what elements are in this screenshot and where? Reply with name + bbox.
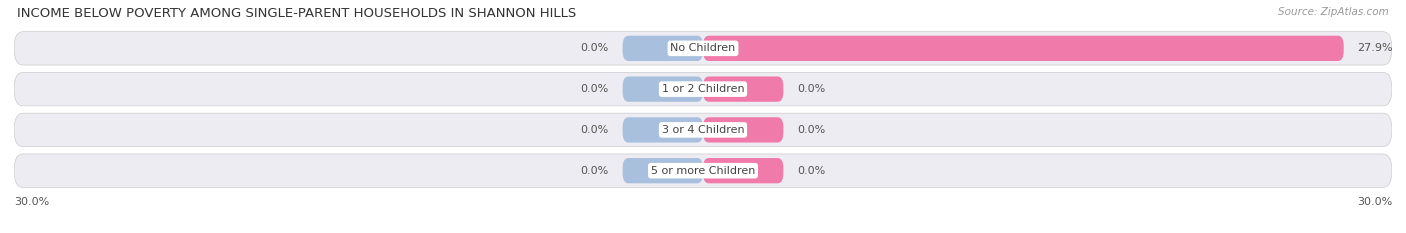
Text: 0.0%: 0.0% xyxy=(797,125,825,135)
FancyBboxPatch shape xyxy=(14,32,1392,65)
Text: 30.0%: 30.0% xyxy=(14,197,49,207)
FancyBboxPatch shape xyxy=(703,76,783,102)
Text: 0.0%: 0.0% xyxy=(581,43,609,53)
FancyBboxPatch shape xyxy=(14,113,1392,147)
FancyBboxPatch shape xyxy=(14,72,1392,106)
Text: 0.0%: 0.0% xyxy=(581,84,609,94)
FancyBboxPatch shape xyxy=(623,36,703,61)
Text: 0.0%: 0.0% xyxy=(797,84,825,94)
FancyBboxPatch shape xyxy=(623,76,703,102)
Text: 0.0%: 0.0% xyxy=(581,125,609,135)
Text: 27.9%: 27.9% xyxy=(1358,43,1393,53)
FancyBboxPatch shape xyxy=(703,117,783,143)
Text: 30.0%: 30.0% xyxy=(1357,197,1392,207)
FancyBboxPatch shape xyxy=(703,36,1344,61)
FancyBboxPatch shape xyxy=(14,154,1392,187)
FancyBboxPatch shape xyxy=(623,158,703,183)
Text: Source: ZipAtlas.com: Source: ZipAtlas.com xyxy=(1278,7,1389,17)
Text: 3 or 4 Children: 3 or 4 Children xyxy=(662,125,744,135)
Text: 0.0%: 0.0% xyxy=(797,166,825,176)
Text: INCOME BELOW POVERTY AMONG SINGLE-PARENT HOUSEHOLDS IN SHANNON HILLS: INCOME BELOW POVERTY AMONG SINGLE-PARENT… xyxy=(17,7,576,20)
Text: 1 or 2 Children: 1 or 2 Children xyxy=(662,84,744,94)
FancyBboxPatch shape xyxy=(703,158,783,183)
Text: 0.0%: 0.0% xyxy=(581,166,609,176)
Text: 5 or more Children: 5 or more Children xyxy=(651,166,755,176)
Text: No Children: No Children xyxy=(671,43,735,53)
FancyBboxPatch shape xyxy=(623,117,703,143)
